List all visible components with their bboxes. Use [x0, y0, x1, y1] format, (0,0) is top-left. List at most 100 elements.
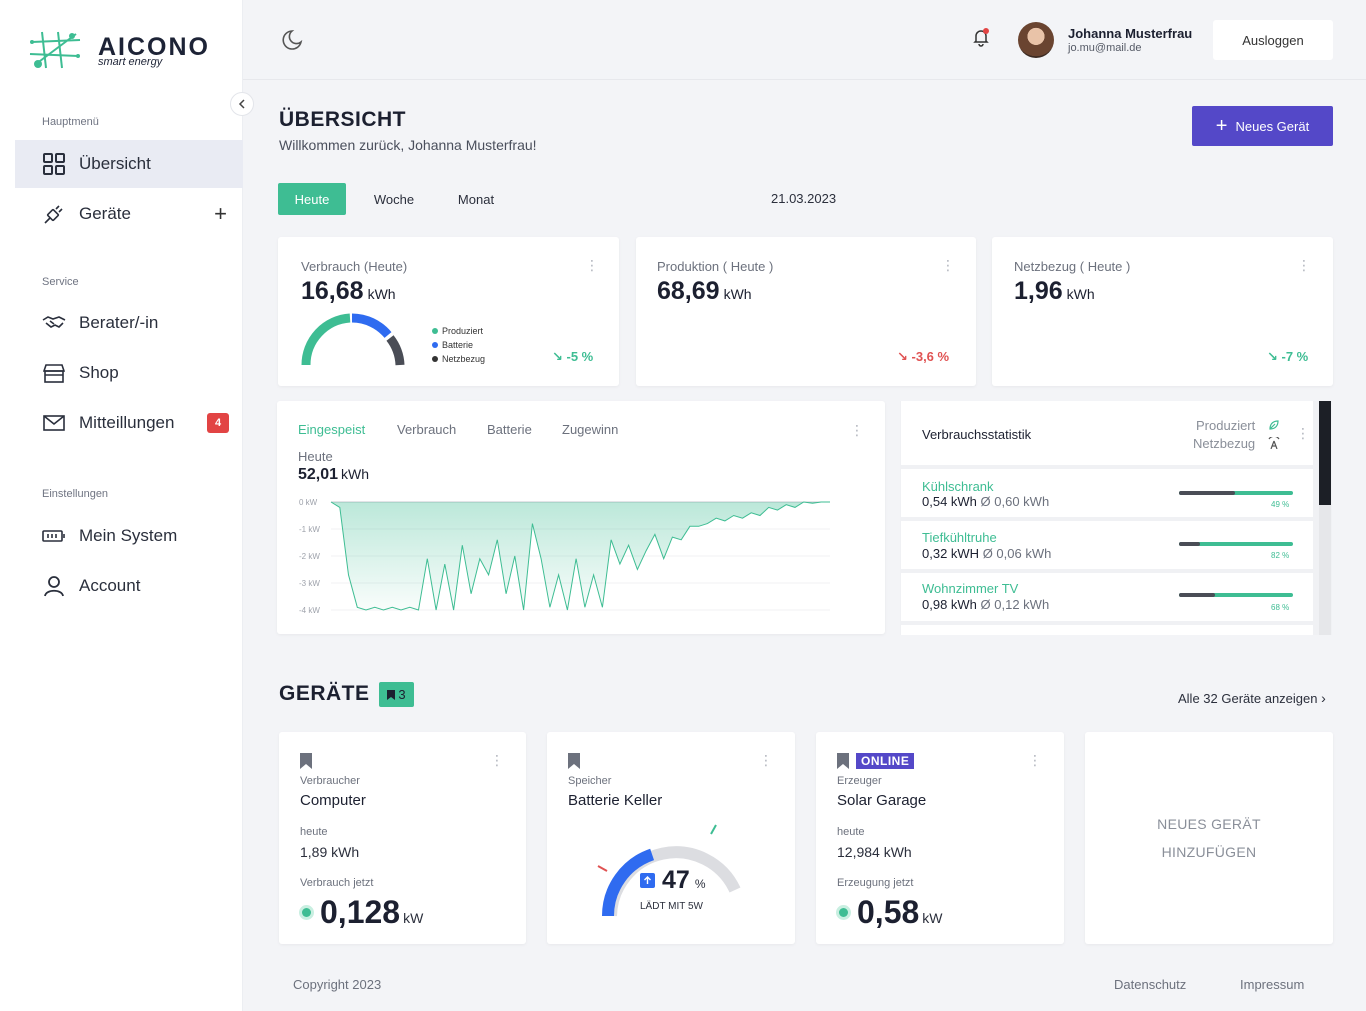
energy-area-chart: 0 kW -1 kW -2 kW -3 kW -4 kW — [299, 498, 830, 615]
logo-icon — [29, 31, 81, 69]
bookmark-icon[interactable] — [300, 753, 312, 769]
store-icon — [42, 361, 66, 385]
stat-percent: 82 % — [1271, 551, 1290, 560]
more-menu-icon[interactable]: ⋮ — [1296, 425, 1310, 441]
privacy-link[interactable]: Datenschutz — [1114, 977, 1187, 992]
bookmark-icon[interactable] — [568, 753, 580, 769]
battery-percent: 47% — [662, 866, 706, 894]
chart-tab-zugewinn[interactable]: Zugewinn — [562, 422, 619, 437]
sidebar-item-label: Mein System — [79, 526, 178, 545]
tab-monat[interactable]: Monat — [457, 191, 495, 207]
user-email: jo.mu@mail.de — [1068, 42, 1142, 54]
sidebar-item-label: Berater/-in — [79, 313, 159, 332]
device-today-value: 12,984 kWh — [837, 844, 912, 860]
more-menu-icon[interactable]: ⋮ — [941, 257, 955, 273]
top-header — [243, 0, 1366, 80]
sidebar-item-shop[interactable]: Shop — [15, 349, 243, 397]
sidebar: AICONO smart energy Hauptmenü Übersicht … — [0, 0, 243, 1011]
chart-tab-eingespeist[interactable]: Eingespeist — [298, 422, 366, 437]
page-subtitle: Willkommen zurück, Johanna Musterfrau! — [279, 137, 537, 153]
device-name: Solar Garage — [837, 792, 927, 809]
tab-heute[interactable]: Heute — [278, 183, 346, 215]
bell-icon[interactable] — [972, 27, 990, 47]
more-menu-icon[interactable]: ⋮ — [850, 422, 864, 438]
chevron-left-icon — [238, 99, 245, 109]
series-line — [330, 501, 830, 611]
y-tick-label: -4 kW — [299, 606, 320, 615]
status-dot — [302, 908, 311, 917]
sidebar-item-mein-system[interactable]: Mein System — [15, 512, 243, 560]
area-fill — [331, 502, 830, 610]
chart-total: 52,01 kWh — [298, 466, 370, 483]
sidebar-item-mitteilungen[interactable]: Mitteillungen 4 — [15, 399, 243, 447]
add-device-line2: HINZUFÜGEN — [1161, 844, 1257, 860]
device-today-value: 1,89 kWh — [300, 844, 360, 860]
imprint-link[interactable]: Impressum — [1240, 977, 1305, 992]
tab-woche[interactable]: Woche — [373, 191, 415, 207]
device-now-value: 0,58 kW — [857, 894, 943, 930]
stat-row[interactable]: Wohnzimmer TV 0,98 kWh Ø 0,12 kWh 68 % — [901, 573, 1313, 621]
device-type: Speicher — [568, 775, 612, 787]
devices-count-badge: 3 — [379, 682, 414, 707]
new-device-button[interactable]: + Neues Gerät — [1192, 106, 1333, 146]
chart-period-label: Heute — [298, 449, 333, 464]
y-tick-label: -3 kW — [299, 579, 320, 588]
add-device-line1: NEUES GERÄT — [1157, 816, 1261, 832]
avatar[interactable] — [1018, 22, 1054, 58]
bookmark-icon[interactable] — [837, 753, 849, 769]
status-dot — [839, 908, 848, 917]
all-devices-link[interactable]: Alle 32 Geräte anzeigen › — [1178, 690, 1326, 706]
logout-button[interactable]: Ausloggen — [1213, 20, 1333, 60]
legend-item: Netzbezug — [432, 352, 485, 366]
sidebar-item-uebersicht[interactable]: Übersicht — [15, 140, 243, 188]
more-menu-icon[interactable]: ⋮ — [1028, 752, 1042, 768]
battery-icon — [42, 524, 66, 548]
gauge-legend: Produziert Batterie Netzbezug — [432, 324, 485, 366]
stat-device-value: 0,54 kWh Ø 0,60 kWh — [922, 494, 1050, 509]
user-icon — [42, 574, 66, 598]
kpi-label: Verbrauch (Heute) — [301, 259, 408, 274]
more-menu-icon[interactable]: ⋮ — [490, 752, 504, 768]
chart-tab-verbrauch[interactable]: Verbrauch — [397, 422, 457, 437]
stat-bar — [1179, 593, 1293, 597]
notification-count-badge: 4 — [207, 413, 229, 433]
trend-indicator: ↘ -7 % — [1267, 349, 1309, 364]
bookmark-icon — [387, 689, 396, 700]
device-type: Verbraucher — [300, 775, 360, 787]
plug-icon — [42, 202, 66, 226]
kpi-label: Produktion ( Heute ) — [657, 259, 774, 274]
kpi-card-verbrauch: Verbrauch (Heute) 16,68 kWh ⋮ Produziert … — [278, 237, 619, 386]
sidebar-item-account[interactable]: Account — [15, 562, 243, 610]
leaf-icon — [1269, 420, 1279, 430]
kpi-value: 1,96 kWh — [1014, 277, 1095, 305]
brand-name: AICONO — [98, 33, 210, 61]
online-badge: ONLINE — [856, 753, 915, 769]
device-type: Erzeuger — [837, 775, 882, 787]
stat-bar — [1179, 491, 1293, 495]
sidebar-item-geraete[interactable]: Geräte + — [15, 190, 243, 238]
stat-row[interactable]: Tiefkühltruhe 0,32 kWH Ø 0,06 kWh 82 % — [901, 521, 1313, 569]
collapse-sidebar-button[interactable] — [230, 92, 254, 116]
add-device-card[interactable]: NEUES GERÄT HINZUFÜGEN — [1085, 732, 1333, 944]
chart-tab-batterie[interactable]: Batterie — [487, 422, 532, 437]
moon-icon[interactable] — [280, 28, 304, 52]
stat-bar — [1179, 542, 1293, 546]
device-card-battery[interactable]: ⋮ Speicher Batterie Keller 47% LÄDT MIT … — [547, 732, 795, 944]
sidebar-item-berater[interactable]: Berater/-in — [15, 299, 243, 347]
stat-device-name: Tiefkühltruhe — [922, 530, 997, 545]
y-tick-label: -2 kW — [299, 552, 320, 561]
brand-tagline: smart energy — [98, 56, 163, 68]
user-name: Johanna Musterfrau — [1068, 26, 1193, 41]
stat-device-name: Kühlschrank — [922, 479, 994, 494]
stat-percent: 49 % — [1271, 500, 1290, 509]
scrollbar-thumb[interactable] — [1319, 401, 1331, 505]
more-menu-icon[interactable]: ⋮ — [759, 752, 773, 768]
more-menu-icon[interactable]: ⋮ — [585, 257, 599, 273]
device-card-computer[interactable]: ⋮ Verbraucher Computer heute 1,89 kWh Ve… — [279, 732, 526, 944]
devices-section-title: GERÄTE — [279, 682, 370, 705]
stat-row[interactable]: Kühlschrank 0,54 kWh Ø 0,60 kWh 49 % — [901, 469, 1313, 517]
stat-device-name: Wohnzimmer TV — [922, 581, 1019, 596]
more-menu-icon[interactable]: ⋮ — [1297, 257, 1311, 273]
device-card-solar[interactable]: ONLINE ⋮ Erzeuger Solar Garage heute 12,… — [816, 732, 1064, 944]
add-device-plus-icon[interactable]: + — [214, 201, 227, 226]
